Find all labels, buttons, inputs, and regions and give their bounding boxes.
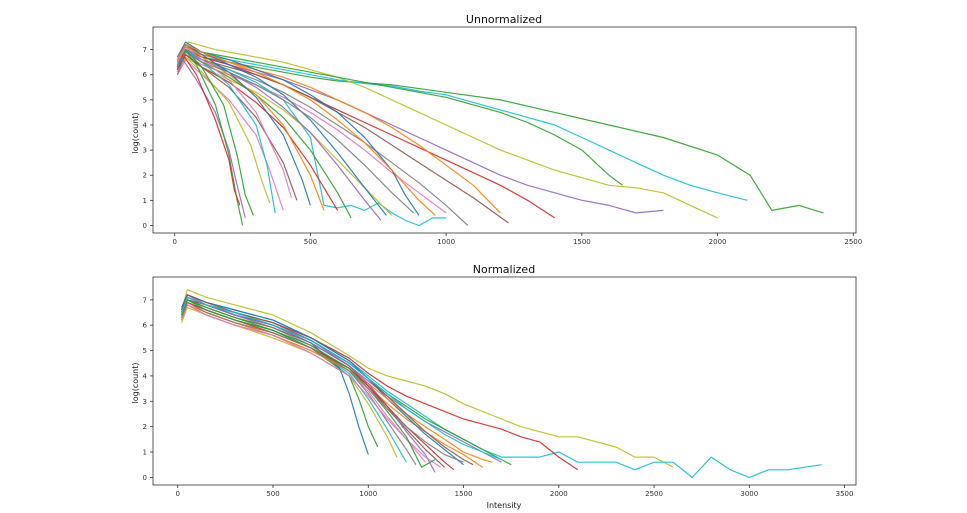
series-group	[181, 289, 822, 478]
series-line-4	[176, 46, 623, 186]
x-tick-label: 3000	[740, 490, 758, 498]
y-tick-label: 3	[143, 147, 147, 155]
y-tick-label: 1	[143, 197, 147, 205]
series-line-29	[176, 46, 292, 198]
series-line-21	[181, 301, 464, 463]
series-line-12	[181, 299, 379, 448]
y-tick-label: 6	[143, 71, 148, 79]
series-line-11	[181, 306, 398, 458]
plot-area-frame	[152, 276, 857, 486]
series-line-28	[176, 51, 415, 214]
x-tick-label: 2500	[645, 490, 663, 498]
y-tick-label: 5	[143, 96, 147, 104]
series-line-3	[181, 296, 512, 466]
series-line-21	[176, 56, 271, 204]
y-tick-label: 0	[143, 222, 147, 230]
series-line-7	[181, 299, 445, 468]
y-tick-label: 0	[143, 474, 147, 482]
chart-panel-normalized: Normalized log(count) Intensity 0 500 1000…	[131, 263, 857, 510]
y-tick-label: 4	[143, 121, 148, 129]
x-tick-label: 0	[176, 490, 180, 498]
series-line-9	[181, 296, 417, 466]
y-tick-label: 6	[143, 322, 148, 330]
chart-panel-unnormalized: Unnormalized log(count) 0 500 1000 1500 2000…	[131, 13, 862, 246]
chart-title: Normalized	[473, 263, 535, 276]
series-line-26	[176, 41, 387, 216]
x-tick-label: 500	[304, 238, 317, 246]
series-line-6	[176, 46, 501, 214]
x-tick-label: 1500	[573, 238, 591, 246]
series-line-14	[181, 304, 493, 463]
x-axis-label: Intensity	[487, 501, 522, 510]
y-tick-label: 1	[143, 449, 147, 457]
series-line-2	[176, 41, 718, 219]
x-tick-label: 1000	[437, 238, 455, 246]
y-axis-label: log(count)	[131, 362, 140, 403]
series-line-22	[176, 48, 254, 216]
series-line-19	[181, 299, 436, 468]
series-line-13	[176, 48, 382, 221]
x-tick-label: 2000	[550, 490, 568, 498]
y-tick-label: 5	[143, 347, 147, 355]
y-tick-label: 3	[143, 398, 147, 406]
x-tick-label: 2500	[844, 238, 862, 246]
series-line-0	[181, 289, 674, 468]
y-tick-label: 4	[143, 372, 148, 380]
y-tick-label: 2	[143, 423, 147, 431]
y-axis-label: log(count)	[131, 112, 140, 153]
series-line-0	[176, 48, 824, 214]
plot-area-frame	[152, 26, 857, 234]
series-line-4	[181, 294, 502, 463]
series-line-5	[181, 301, 483, 468]
series-line-27	[176, 43, 436, 216]
series-line-8	[181, 304, 426, 463]
series-line-23	[176, 59, 246, 219]
series-group	[176, 41, 824, 227]
series-line-5	[176, 48, 556, 219]
series-line-17	[181, 294, 474, 466]
y-tick-label: 7	[143, 46, 147, 54]
x-tick-label: 1000	[359, 490, 377, 498]
series-line-25	[176, 53, 241, 206]
chart-title: Unnormalized	[466, 13, 542, 26]
series-line-18	[176, 53, 298, 201]
series-line-19	[176, 59, 284, 211]
x-tick-label: 1500	[455, 490, 473, 498]
x-tick-label: 3500	[836, 490, 854, 498]
x-tick-label: 2000	[709, 238, 727, 246]
series-line-16	[181, 301, 455, 471]
x-tick-label: 500	[266, 490, 279, 498]
y-tick-label: 7	[143, 296, 147, 304]
x-tick-label: 0	[172, 238, 176, 246]
series-line-20	[181, 296, 502, 461]
y-tick-label: 2	[143, 172, 147, 180]
series-line-1	[176, 48, 748, 201]
